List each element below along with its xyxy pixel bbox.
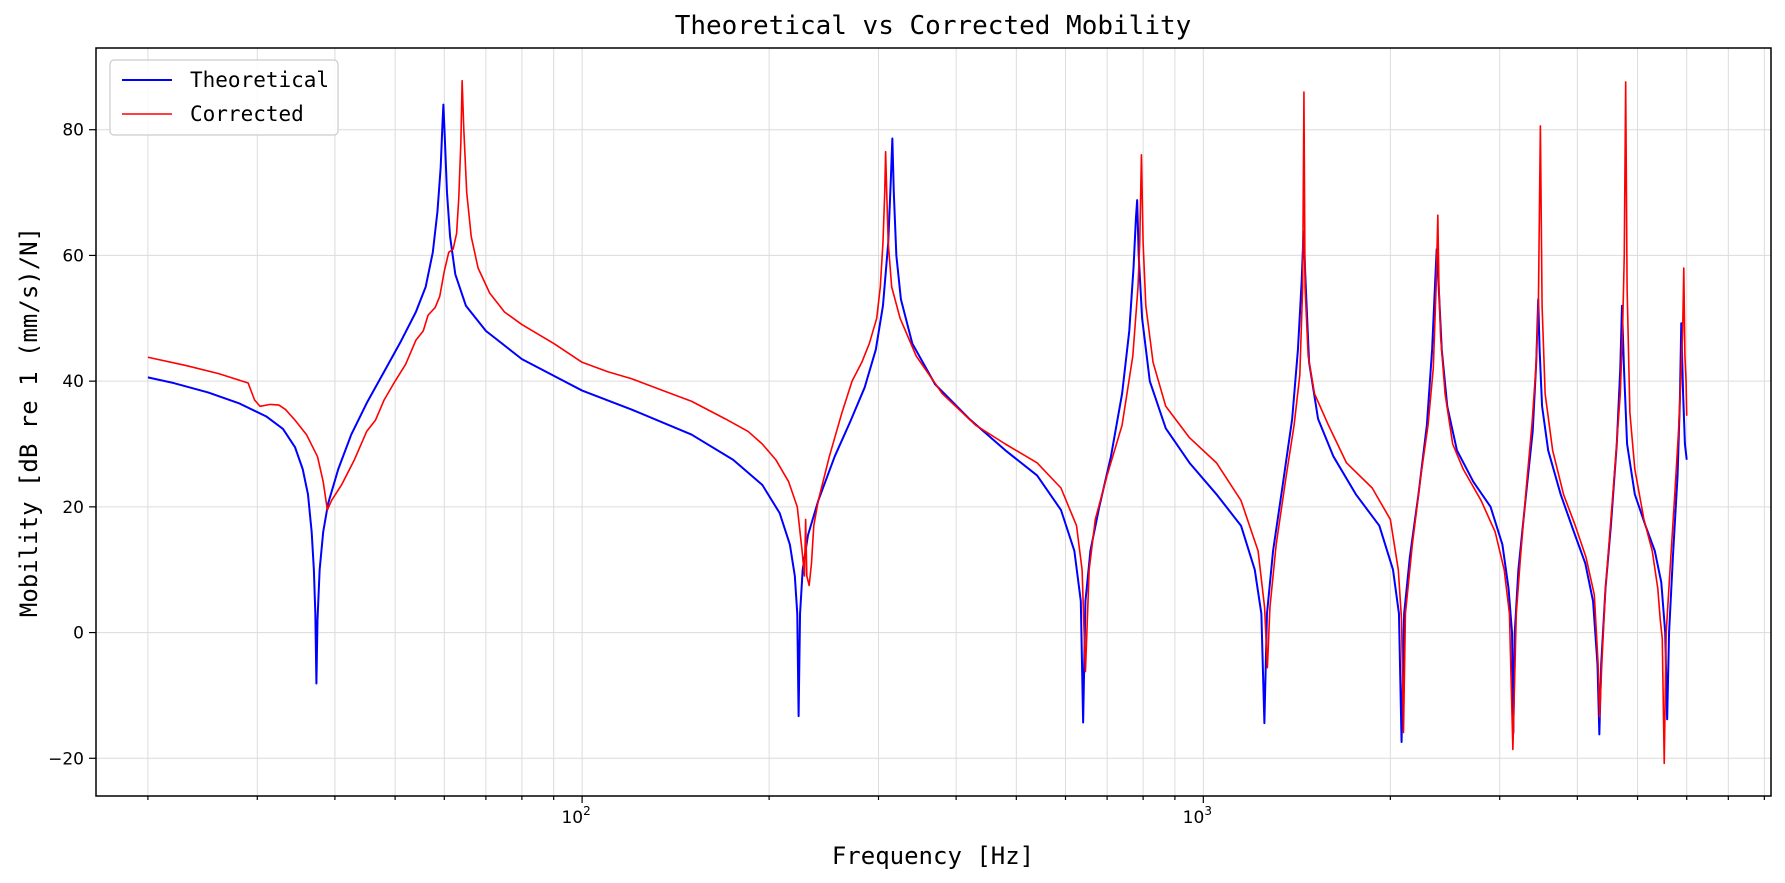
series-layer [147,79,1688,765]
x-tick-label: 102 [561,804,590,828]
y-axis-label: Mobility [dB re 1 (mm/s)/N] [15,227,43,617]
y-tick-label: 0 [73,624,84,644]
y-tick-label: 40 [62,372,84,392]
x-tick-label: 103 [1183,804,1212,828]
x-axis-label: Frequency [Hz] [832,842,1034,870]
plot-frame [95,47,1772,797]
y-tick-label: 20 [62,498,84,518]
series-line-corrected [147,79,1688,765]
legend: Theoretical Corrected [109,59,339,136]
y-tick-label: 60 [62,246,84,266]
series-line-theoretical [147,103,1688,743]
legend-label-corrected: Corrected [190,102,304,126]
chart-title: Theoretical vs Corrected Mobility [675,11,1192,41]
legend-label-theoretical: Theoretical [190,68,329,92]
legend-box [109,59,339,136]
grid [96,48,1771,796]
y-tick-label: 80 [62,121,84,141]
y-tick-label: −20 [48,749,84,769]
ticks: 102 103 −20 0 20 40 60 80 [48,121,1765,828]
